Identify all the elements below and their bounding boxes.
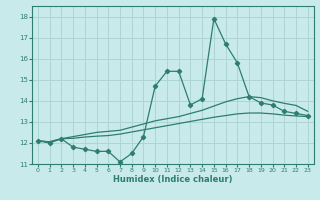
X-axis label: Humidex (Indice chaleur): Humidex (Indice chaleur) bbox=[113, 175, 233, 184]
